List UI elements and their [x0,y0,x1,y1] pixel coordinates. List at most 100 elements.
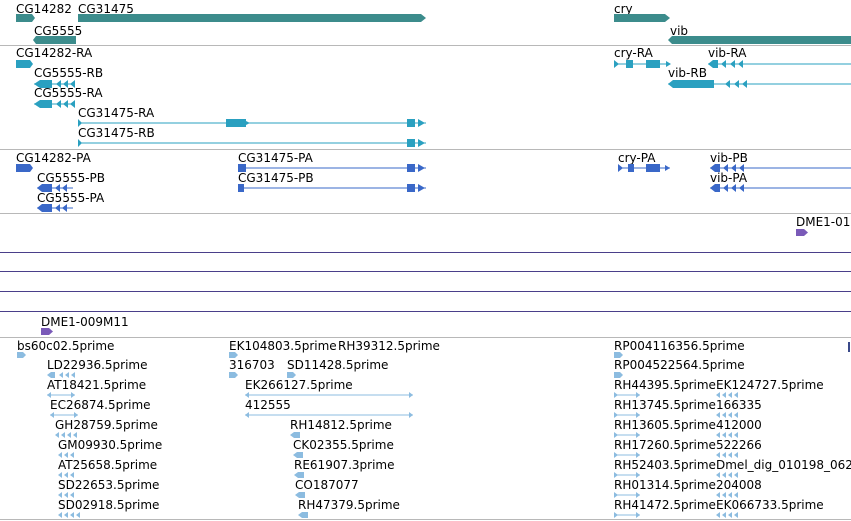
est-glyph[interactable] [58,512,82,518]
est-label: RH39312.5prime [338,339,440,353]
est-label: CO187077 [295,478,359,492]
track-divider [0,149,851,150]
est-glyph[interactable] [58,492,78,498]
transcript-label: CG31475-RA [78,106,155,120]
est-glyph[interactable] [716,412,740,418]
est-glyph[interactable] [716,512,740,518]
est-label: EK124727.5prime [716,378,824,392]
est-label: RH17260.5prime [614,438,716,452]
protein-label: CG5555-PA [37,191,105,205]
est-label: LD22936.5prime [47,358,148,372]
gene-label: CG5555 [34,24,83,38]
est-glyph[interactable] [716,452,740,458]
est-label: 204008 [716,478,762,492]
transcript-cg31475-ra-glyph[interactable] [78,119,430,127]
protein-vib-pb-glyph[interactable] [710,164,851,172]
gene-cg31475-glyph[interactable] [78,14,428,22]
est-glyph[interactable] [614,392,644,398]
est-glyph[interactable] [47,392,77,398]
track-divider [0,213,851,214]
transcript-label: vib-RA [708,46,747,60]
est-glyph[interactable] [17,352,27,358]
track-line [0,311,851,312]
est-glyph[interactable] [295,492,307,498]
transcript-cry-ra-glyph[interactable] [614,60,674,68]
est-glyph[interactable] [55,432,79,438]
est-glyph[interactable] [229,372,239,378]
marker-dme1-01-glyph[interactable] [796,229,810,236]
est-glyph[interactable] [245,412,415,418]
gene-vib-glyph[interactable] [668,36,851,44]
marker-dme1-009m11-glyph[interactable] [41,328,55,335]
est-glyph[interactable] [47,372,77,378]
protein-cry-pa-glyph[interactable] [618,164,674,172]
est-label: RE61907.3prime [294,458,395,472]
est-label: EK104803.5prime [229,339,337,353]
est-label: EK266127.5prime [245,378,353,392]
gene-label: CG31475 [78,2,134,16]
transcript-label: cry-RA [614,46,653,60]
est-glyph[interactable] [614,352,624,358]
est-label: 522266 [716,438,762,452]
est-glyph[interactable] [614,412,644,418]
est-glyph[interactable] [229,352,239,358]
est-glyph[interactable] [245,392,415,398]
gene-label: CG14282 [16,2,72,16]
transcript-cg31475-rb-glyph[interactable] [78,139,430,147]
protein-label: CG31475-PB [238,171,314,185]
transcript-cg5555-ra-glyph[interactable] [34,100,78,108]
est-label: CK02355.5prime [293,438,394,452]
transcript-vib-rb-glyph[interactable] [668,80,851,88]
transcript-cg5555-rb-glyph[interactable] [34,80,78,88]
est-label: 166335 [716,398,762,412]
est-glyph[interactable] [614,512,644,518]
protein-cg31475-pa-glyph[interactable] [238,164,430,172]
est-glyph[interactable] [716,392,740,398]
gene-label: cry [614,2,633,16]
est-label: RP004522564.5prime [614,358,745,372]
transcript-label: CG31475-RB [78,126,155,140]
protein-cg5555-pa-glyph[interactable] [37,204,77,212]
protein-cg14282-pa-glyph[interactable] [16,164,36,172]
est-label: RH13745.5prime [614,398,716,412]
est-glyph[interactable] [58,452,78,458]
gene-cry-glyph[interactable] [614,14,672,22]
est-glyph[interactable] [614,372,624,378]
protein-cg5555-pb-glyph[interactable] [37,184,77,192]
gene-cg5555-glyph[interactable] [33,36,78,44]
est-glyph[interactable] [716,432,740,438]
track-divider [0,337,851,338]
est-label: RH44395.5prime [614,378,716,392]
est-glyph[interactable] [614,452,644,458]
est-label: 412000 [716,418,762,432]
est-glyph[interactable] [298,512,310,518]
est-glyph[interactable] [290,432,302,438]
est-glyph[interactable] [614,472,644,478]
protein-vib-pa-glyph[interactable] [710,184,851,192]
est-label: SD22653.5prime [58,478,160,492]
transcript-cg14282-ra-glyph[interactable] [16,60,36,68]
est-glyph[interactable] [614,492,644,498]
gene-cg14282-glyph[interactable] [16,14,36,22]
protein-cg31475-pb-glyph[interactable] [238,184,430,192]
est-label: 316703 [229,358,275,372]
est-glyph[interactable] [716,472,740,478]
est-label: Dmel_dig_010198_062 [716,458,851,472]
protein-label: vib-PA [710,171,748,185]
protein-label: CG14282-PA [16,151,91,165]
est-glyph[interactable] [287,372,297,378]
est-glyph[interactable] [614,432,644,438]
transcript-vib-ra-glyph[interactable] [708,60,851,68]
est-label: RH13605.5prime [614,418,716,432]
est-glyph[interactable] [50,412,80,418]
protein-label: CG5555-PB [37,171,106,185]
est-glyph[interactable] [716,492,740,498]
est-glyph[interactable] [294,472,306,478]
est-label: SD11428.5prime [287,358,389,372]
est-label: GM09930.5prime [58,438,163,452]
transcript-label: CG5555-RA [34,86,103,100]
est-glyph[interactable] [293,452,305,458]
est-label: SD02918.5prime [58,498,160,512]
est-glyph[interactable] [58,472,78,478]
